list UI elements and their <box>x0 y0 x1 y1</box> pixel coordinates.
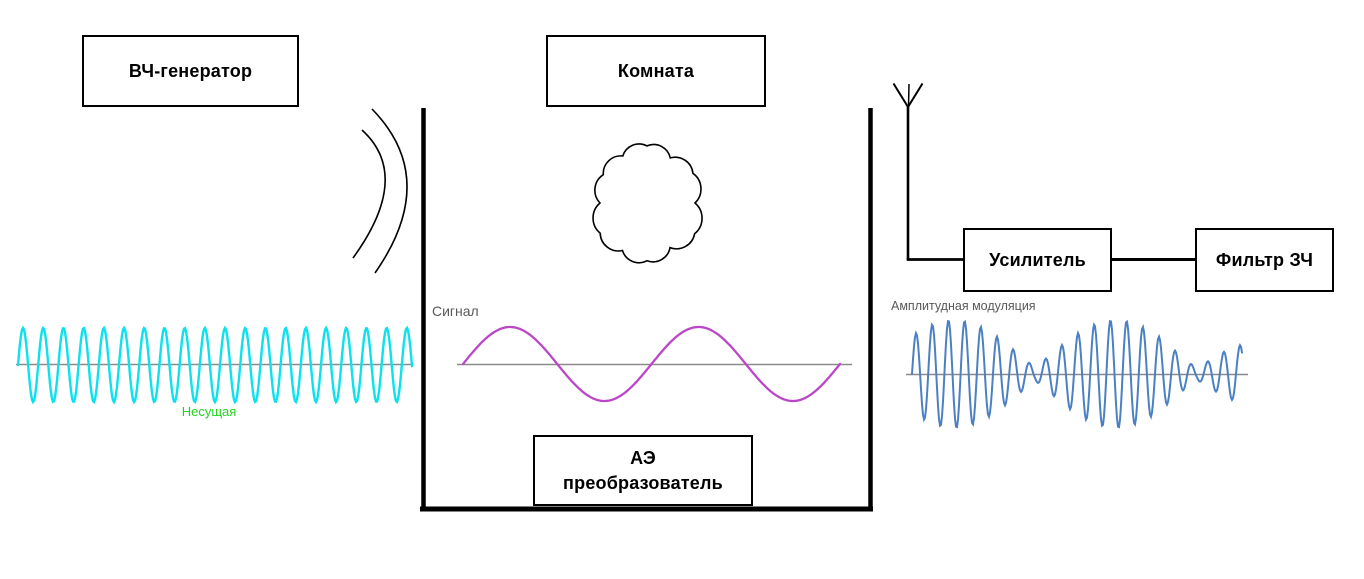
generator-label: ВЧ-генератор <box>128 60 253 81</box>
room-box: Комната <box>546 35 766 107</box>
transducer-label-line2: преобразователь <box>563 472 723 493</box>
carrier-wave-label: Несущая <box>181 404 237 419</box>
signal-wave-label: Сигнал <box>432 303 479 319</box>
am-wave-label: Амплитудная модуляция <box>891 299 1036 313</box>
antenna-icon <box>892 82 924 260</box>
transducer-box: АЭ преобразователь <box>533 435 753 506</box>
radio-waves-icon <box>352 108 408 274</box>
signal-wave <box>461 325 842 403</box>
radio-wave-outer-arc <box>371 108 408 274</box>
cloud-icon <box>592 143 703 264</box>
am-wave <box>911 319 1243 429</box>
filter-label: Фильтр ЗЧ <box>1215 249 1314 270</box>
generator-box: ВЧ-генератор <box>82 35 299 107</box>
radio-wave-inner-arc <box>352 129 386 259</box>
carrier-wave <box>16 325 414 405</box>
room-label: Комната <box>617 60 695 81</box>
filter-box: Фильтр ЗЧ <box>1195 228 1334 292</box>
amplifier-box: Усилитель <box>963 228 1112 292</box>
transducer-label-line1: АЭ <box>630 447 656 468</box>
amplifier-label: Усилитель <box>989 249 1086 270</box>
